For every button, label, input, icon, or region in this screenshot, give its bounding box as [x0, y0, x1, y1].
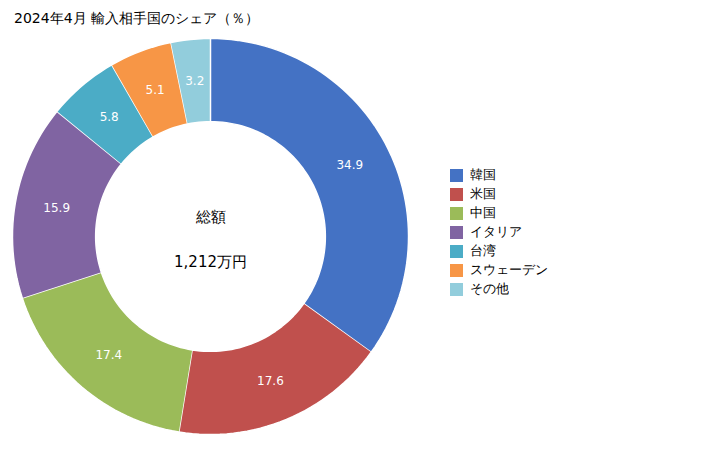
svg-text:34.9: 34.9 [336, 158, 363, 172]
svg-text:17.6: 17.6 [257, 374, 284, 388]
svg-text:1,212万円: 1,212万円 [174, 253, 247, 271]
html-text:2024年4月 輸入相手国のシェア（％）: 2024年4月 輸入相手国のシェア（％） [14, 10, 259, 26]
html-text:台湾: 台湾 [469, 243, 496, 259]
svg-text:総額: 総額 [195, 207, 226, 225]
html-text:イタリア: イタリア [469, 224, 522, 240]
svg-text:15.9: 15.9 [43, 201, 70, 215]
html-text:その他: その他 [469, 281, 509, 297]
svg-text:3.2: 3.2 [185, 74, 204, 88]
html-text:スウェーデン: スウェーデン [469, 262, 548, 278]
html-text:米国: 米国 [469, 186, 496, 202]
svg-text:5.8: 5.8 [100, 110, 119, 124]
html-text:中国: 中国 [469, 205, 496, 221]
html-text:韓国: 韓国 [469, 167, 496, 183]
svg-text:17.4: 17.4 [95, 348, 122, 362]
svg-text:5.1: 5.1 [146, 83, 165, 97]
